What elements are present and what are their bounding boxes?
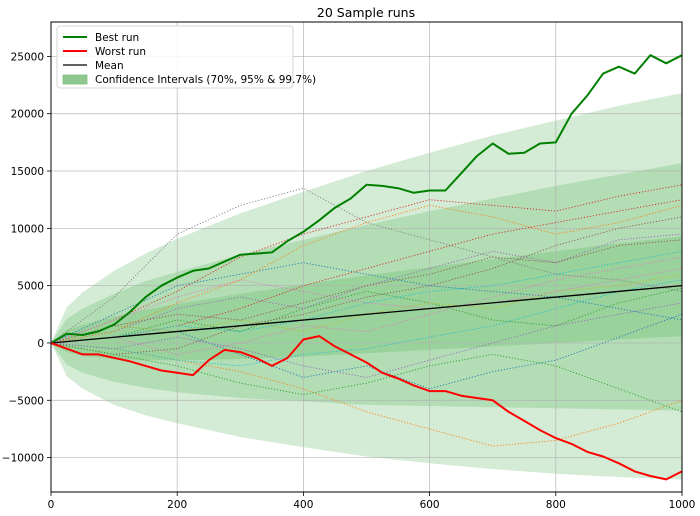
sample-run-line <box>50 302 683 378</box>
y-tick-label: 15000 <box>11 166 44 178</box>
sample-run-line <box>50 268 683 344</box>
y-tick-label: 10000 <box>11 223 44 235</box>
x-tick-label: 0 <box>48 499 55 511</box>
sample-run-line <box>50 216 683 355</box>
main-lines <box>50 54 683 481</box>
y-tick-label: 0 <box>37 338 44 350</box>
band-95 <box>51 163 682 411</box>
sample-run-line <box>50 250 683 344</box>
x-axis: 0 200 400 600 800 1000 <box>48 492 696 511</box>
legend-label: Mean <box>95 60 124 72</box>
sample-run-line <box>50 342 683 413</box>
y-tick-label: 20000 <box>11 109 44 121</box>
y-tick-label: −5000 <box>8 395 44 407</box>
y-axis: −10000 −5000 0 5000 10000 15000 20000 25000 <box>2 51 51 465</box>
x-tick-label: 800 <box>546 499 566 511</box>
confidence-bands <box>51 93 682 480</box>
x-tick-label: 400 <box>293 499 313 511</box>
sample-run-line <box>50 256 683 355</box>
x-tick-label: 600 <box>420 499 440 511</box>
legend-box <box>56 25 294 89</box>
sample-run-line <box>50 313 683 390</box>
x-tick-label: 1000 <box>669 499 696 511</box>
best-run-line <box>50 54 683 344</box>
legend-label: Worst run <box>95 46 146 58</box>
legend-label: Best run <box>95 32 139 44</box>
worst-run-line <box>50 335 683 481</box>
x-tick-label: 200 <box>167 499 187 511</box>
plot-area <box>51 22 682 492</box>
sample-run-line <box>50 262 683 344</box>
sample-run-line <box>50 279 683 367</box>
sample-run-line <box>50 233 683 344</box>
sample-run-line <box>50 187 683 344</box>
sample-run-line <box>50 204 683 344</box>
y-tick-label: 25000 <box>11 51 44 63</box>
band-99-7 <box>51 93 682 480</box>
y-tick-label: 5000 <box>17 281 44 293</box>
mean-line <box>50 285 683 344</box>
legend: Best run Worst run Mean Confidence Interval… <box>56 25 316 89</box>
sample-run-line <box>50 239 683 344</box>
sample-run-line <box>50 287 683 344</box>
chart-title: 20 Sample runs <box>317 5 415 20</box>
legend-label: Confidence Intervals (70%, 95% & 99.7%) <box>95 74 316 86</box>
sample-runs <box>50 184 683 447</box>
plot-frame <box>50 21 683 493</box>
legend-patch <box>62 74 88 85</box>
y-tick-label: −10000 <box>2 453 44 465</box>
